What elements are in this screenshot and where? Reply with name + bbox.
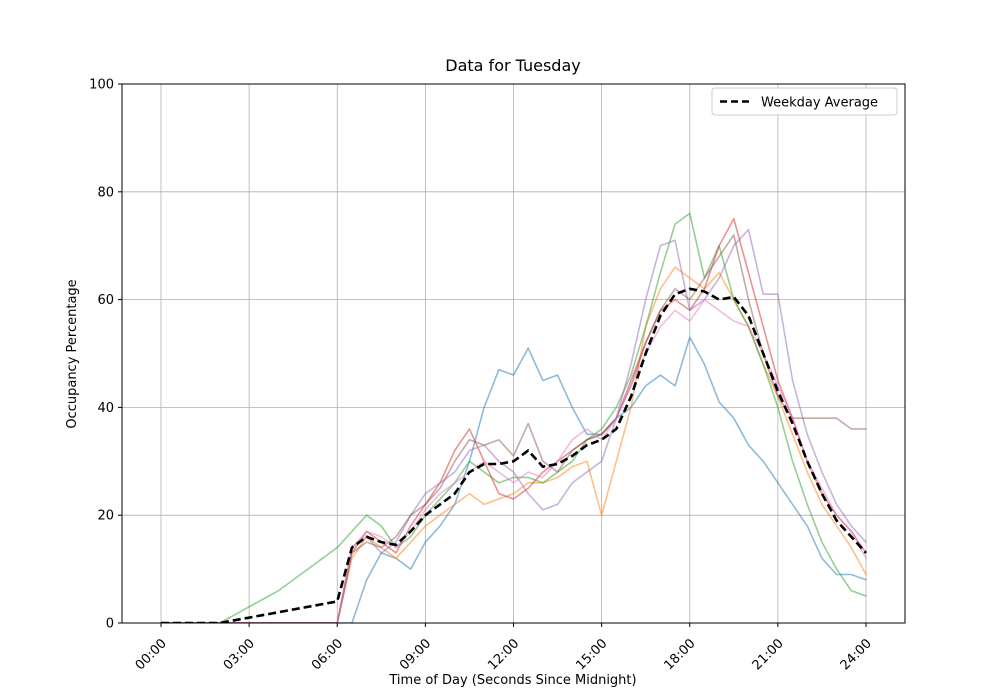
svg-text:18:00: 18:00 xyxy=(661,636,698,673)
svg-text:60: 60 xyxy=(97,293,114,308)
svg-text:100: 100 xyxy=(89,78,114,93)
svg-text:24:00: 24:00 xyxy=(838,636,875,673)
svg-text:21:00: 21:00 xyxy=(750,636,787,673)
svg-text:0: 0 xyxy=(106,617,114,632)
svg-text:09:00: 09:00 xyxy=(397,636,434,673)
axis-ticks: 00:00 03:00 06:00 09:00 12:00 15:00 18:00 21:00… xyxy=(89,78,875,674)
svg-text:03:00: 03:00 xyxy=(221,636,258,673)
chart-title: Data for Tuesday xyxy=(445,56,580,75)
data-series xyxy=(160,212,867,623)
svg-text:15:00: 15:00 xyxy=(573,636,610,673)
x-axis-label: Time of Day (Seconds Since Midnight) xyxy=(388,673,636,688)
y-axis-label: Occupancy Percentage xyxy=(65,279,80,428)
svg-text:06:00: 06:00 xyxy=(309,636,346,673)
legend-box xyxy=(711,87,898,116)
legend-label: Weekday Average xyxy=(761,96,878,111)
svg-text:00:00: 00:00 xyxy=(133,636,170,673)
svg-text:20: 20 xyxy=(97,509,114,524)
svg-text:12:00: 12:00 xyxy=(485,636,522,673)
svg-text:80: 80 xyxy=(97,185,114,200)
svg-text:40: 40 xyxy=(97,401,114,416)
grid-lines xyxy=(122,83,905,624)
legend: Weekday Average xyxy=(711,87,898,116)
